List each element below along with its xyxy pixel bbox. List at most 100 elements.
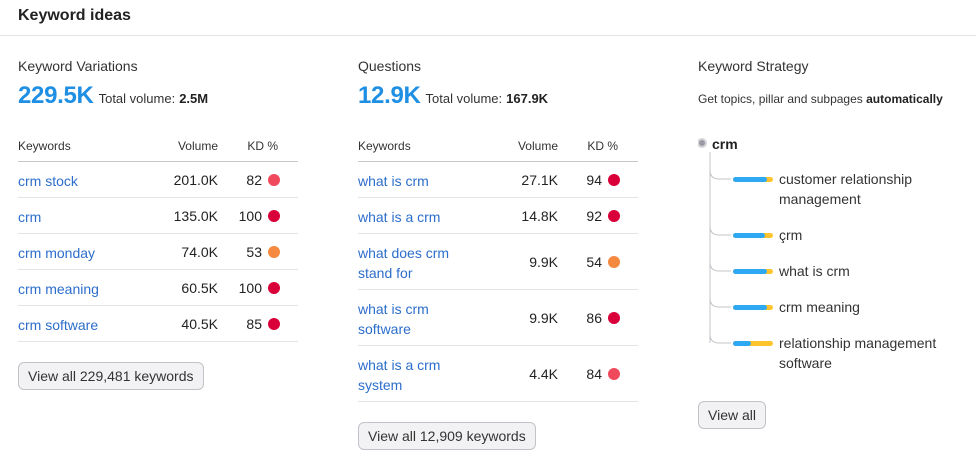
table-row: what is crm software 9.9K 86 (358, 290, 638, 346)
tree-node-label: çrm (779, 227, 803, 243)
keyword-link[interactable]: crm (18, 209, 42, 225)
kd-indicator-dot (608, 368, 620, 380)
column-header-keywords: Keywords (358, 139, 411, 153)
keyword-kd: 53 (246, 244, 262, 260)
node-difficulty-bar (733, 341, 773, 346)
table-row: crm meaning 60.5K 100 (18, 270, 298, 306)
tree-branch-line (709, 225, 731, 236)
tree-branch-line (709, 333, 731, 344)
questions-total-value: 167.9K (506, 91, 549, 106)
table-row: what is crm 27.1K 94 (358, 162, 638, 198)
table-row: crm stock 201.0K 82 (18, 162, 298, 198)
tree-connectors (698, 138, 731, 344)
keyword-link[interactable]: crm stock (18, 173, 78, 189)
bar-segment-blue (733, 269, 767, 274)
questions-table: Keywords Volume KD % what is crm 27.1K 9… (358, 130, 638, 402)
keyword-link[interactable]: what is a crm system (358, 357, 441, 393)
keyword-volume: 9.9K (529, 310, 558, 326)
keyword-link[interactable]: what does crm stand for (358, 245, 450, 281)
keyword-link[interactable]: what is a crm (358, 209, 441, 225)
column-header-keywords: Keywords (18, 139, 71, 153)
column-header-kd: KD % (247, 139, 278, 153)
kd-indicator-dot (268, 282, 280, 294)
kd-indicator-dot (268, 318, 280, 330)
tree-branch-line (709, 169, 731, 180)
column-header-kd: KD % (587, 139, 618, 153)
strategy-title: Keyword Strategy (698, 58, 809, 74)
variations-metrics: 229.5K Total volume: 2.5M (18, 82, 208, 110)
variations-count: 229.5K (18, 82, 94, 109)
keyword-link[interactable]: what is crm (358, 173, 429, 189)
keyword-kd: 85 (246, 316, 262, 332)
node-difficulty-bar (733, 305, 773, 310)
tree-node-label: customer relationship management (779, 171, 913, 207)
view-all-strategy-button[interactable]: View all (698, 401, 766, 429)
keyword-link[interactable]: what is crm software (358, 301, 429, 337)
keyword-kd: 86 (586, 310, 602, 326)
questions-title: Questions (358, 58, 422, 74)
tree-node-label: what is crm (779, 263, 850, 279)
keyword-volume: 74.0K (181, 244, 218, 260)
root-node-dot (698, 138, 707, 148)
variations-title: Keyword Variations (18, 58, 138, 74)
kd-indicator-dot (268, 246, 280, 258)
questions-metrics: 12.9K Total volume: 167.9K (358, 82, 548, 110)
tree-branch-line (709, 261, 731, 272)
column-header-volume: Volume (517, 139, 558, 153)
table-row: crm 135.0K 100 (18, 198, 298, 234)
strategy-subtitle-emphasis: automatically (866, 92, 943, 106)
node-difficulty-bar (733, 269, 773, 274)
kd-indicator-dot (608, 174, 620, 186)
table-row: what is a crm 14.8K 92 (358, 198, 638, 234)
keyword-strategy-tree: crm customer relationship management çrm… (698, 132, 976, 371)
keyword-kd: 100 (238, 208, 262, 224)
keyword-volume: 27.1K (521, 172, 558, 188)
kd-indicator-dot (268, 210, 280, 222)
keyword-kd: 92 (586, 208, 602, 224)
tree-node-label: relationship management software (779, 335, 937, 371)
view-all-questions-button[interactable]: View all 12,909 keywords (358, 422, 536, 450)
card-header: Keyword ideas (0, 0, 976, 36)
bar-segment-blue (733, 177, 767, 182)
table-row: what is a crm system 4.4K 84 (358, 346, 638, 402)
questions-count: 12.9K (358, 82, 421, 109)
bar-segment-blue (733, 305, 767, 310)
table-row: what does crm stand for 9.9K 54 (358, 234, 638, 290)
tree-branch-line (709, 297, 731, 308)
keyword-kd: 100 (238, 280, 262, 296)
keyword-volume: 201.0K (173, 172, 218, 188)
kd-indicator-dot (608, 210, 620, 222)
variations-total-value: 2.5M (179, 91, 209, 106)
node-difficulty-bar (733, 233, 773, 238)
variations-table: Keywords Volume KD % crm stock 201.0K 82… (18, 130, 298, 342)
view-all-variations-button[interactable]: View all 229,481 keywords (18, 362, 204, 390)
bar-segment-blue (733, 233, 765, 238)
strategy-subtitle-text: Get topics, pillar and subpages (698, 92, 867, 106)
bar-segment-blue (733, 341, 751, 346)
table-row: crm software 40.5K 85 (18, 306, 298, 342)
keyword-volume: 4.4K (529, 366, 558, 382)
column-header-volume: Volume (177, 139, 218, 153)
keyword-volume: 14.8K (521, 208, 558, 224)
keyword-kd: 54 (586, 254, 602, 270)
table-header: Keywords Volume KD % (18, 130, 298, 162)
kd-indicator-dot (268, 174, 280, 186)
keyword-kd: 82 (246, 172, 262, 188)
tree-root-keyword[interactable]: crm (712, 136, 738, 152)
keyword-volume: 135.0K (173, 208, 218, 224)
keyword-volume: 9.9K (529, 254, 558, 270)
strategy-subtitle: Get topics, pillar and subpages automati… (698, 92, 943, 106)
tree-node-label: crm meaning (779, 299, 860, 315)
keyword-volume: 60.5K (181, 280, 218, 296)
bar-segment-yellow (733, 341, 773, 346)
keyword-kd: 84 (586, 366, 602, 382)
keyword-link[interactable]: crm software (18, 317, 99, 333)
variations-total-label: Total volume: (98, 91, 176, 106)
keyword-kd: 94 (586, 172, 602, 188)
keyword-link[interactable]: crm meaning (18, 281, 99, 297)
table-header: Keywords Volume KD % (358, 130, 638, 162)
keyword-link[interactable]: crm monday (18, 245, 96, 261)
table-row: crm monday 74.0K 53 (18, 234, 298, 270)
kd-indicator-dot (608, 256, 620, 268)
kd-indicator-dot (608, 312, 620, 324)
